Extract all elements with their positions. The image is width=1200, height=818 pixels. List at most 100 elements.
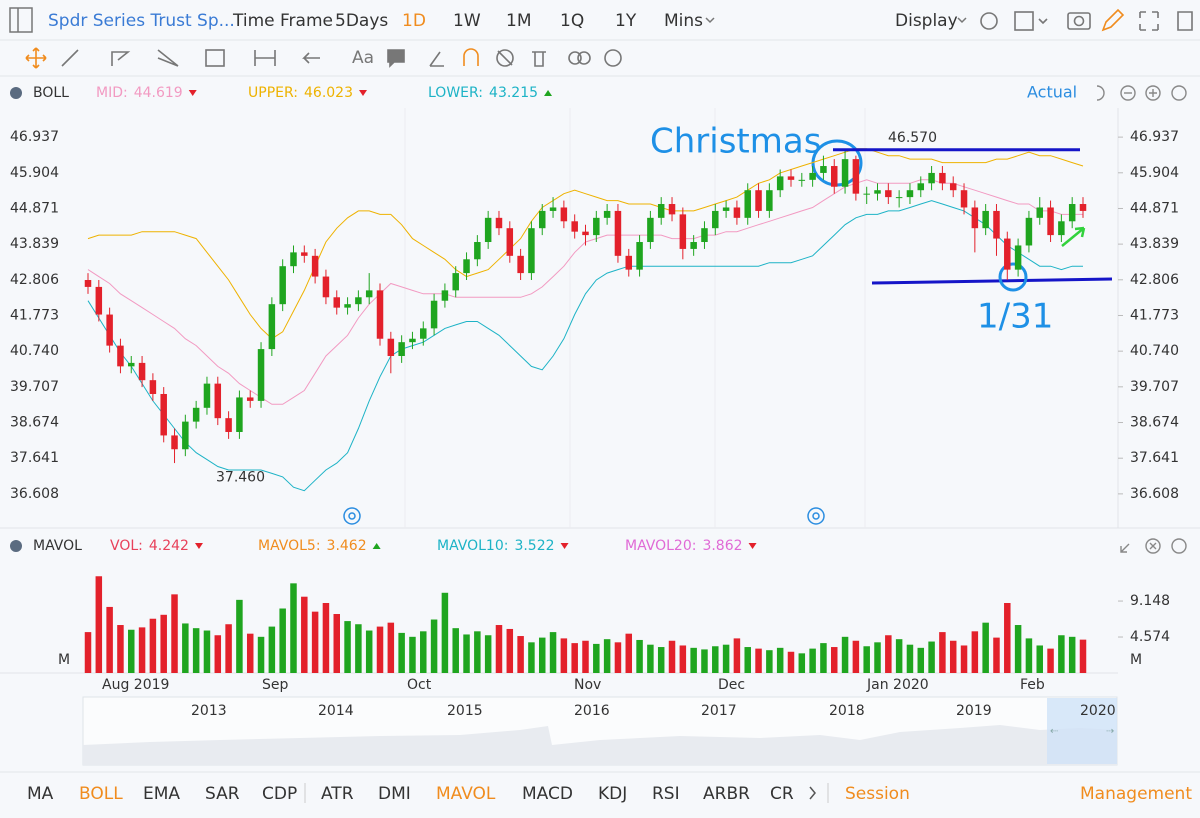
indicator-tab[interactable]: RSI	[652, 784, 680, 804]
angle-tool[interactable]	[429, 51, 444, 67]
text-tool[interactable]: Aa	[352, 48, 374, 68]
settings[interactable]	[1171, 85, 1187, 101]
side-icon[interactable]	[1177, 11, 1193, 31]
y-tick-label: 39.707	[10, 379, 59, 395]
chevron	[957, 17, 967, 24]
event-marker[interactable]	[807, 507, 825, 525]
period-button[interactable]: Mins	[664, 11, 703, 31]
fullscreen-icon[interactable]	[1139, 11, 1159, 31]
candle-body	[214, 383, 222, 419]
move-tool[interactable]	[25, 47, 47, 69]
volume-bar	[928, 641, 935, 673]
volume-bar	[420, 631, 427, 673]
band-line	[87, 200, 1083, 492]
y-tick-label: 9.148	[1130, 593, 1170, 609]
management-tab[interactable]: Management	[1080, 784, 1192, 804]
symbol[interactable]: Spdr Series Trust Sp...	[48, 11, 235, 31]
arrow-tool[interactable]	[302, 52, 320, 64]
x-tick-label: Aug 2019	[102, 677, 169, 693]
settings-tool[interactable]	[604, 49, 622, 67]
volume-bar	[322, 603, 330, 673]
candle-body	[582, 231, 589, 236]
note-tool[interactable]	[387, 49, 405, 68]
zoom-in[interactable]	[1145, 85, 1161, 101]
candle-body	[268, 304, 276, 350]
panel-icon[interactable]	[9, 7, 33, 33]
indicator-tab[interactable]: CR	[770, 784, 794, 804]
navigator-handle[interactable]: ⇠	[1050, 726, 1059, 737]
event-marker[interactable]	[343, 507, 361, 525]
volume-bar	[279, 608, 286, 673]
candle-body	[171, 435, 178, 450]
camera-icon[interactable]	[1067, 12, 1091, 30]
indicator-tab[interactable]: EMA	[143, 784, 180, 804]
candle-body	[1036, 207, 1043, 218]
volume-bar	[733, 638, 741, 673]
actual-button[interactable]: Actual	[1027, 83, 1077, 102]
indicator-tab[interactable]: MAVOL	[436, 784, 496, 804]
path-tool[interactable]	[111, 51, 131, 66]
settings-icon[interactable]	[980, 12, 998, 30]
undo-icon[interactable]	[1096, 85, 1105, 101]
hide-tool[interactable]	[496, 49, 514, 67]
fib-tool[interactable]	[205, 49, 225, 67]
link-b	[577, 51, 591, 65]
period-button[interactable]: 1D	[402, 11, 426, 31]
chevron	[705, 17, 715, 24]
indicator-tab[interactable]: ARBR	[703, 784, 750, 804]
more-tabs[interactable]	[809, 786, 816, 800]
period-button[interactable]: 1Y	[615, 11, 637, 31]
measure-tool[interactable]	[254, 50, 276, 66]
candle-body	[949, 183, 957, 191]
candle-body	[960, 190, 968, 208]
fan-tool[interactable]	[157, 49, 179, 67]
period-button[interactable]: 5Days	[335, 11, 388, 31]
period-button[interactable]: 1Q	[560, 11, 584, 31]
panel-icons	[1096, 85, 1187, 554]
candle-body	[614, 210, 622, 256]
y-tick-label: 39.707	[1130, 379, 1179, 395]
volume-bar	[657, 647, 665, 673]
magnet-tool[interactable]	[463, 48, 479, 66]
indicator-tab[interactable]: CDP	[262, 784, 297, 804]
band-line	[87, 148, 1084, 340]
volume-bar	[593, 643, 600, 673]
legend-label: MAVOL10:	[437, 538, 508, 554]
indicator-tab[interactable]: BOLL	[79, 784, 123, 804]
navigator-window[interactable]	[1047, 698, 1117, 764]
link-a[interactable]	[568, 51, 582, 65]
collapse-icon[interactable]	[10, 87, 22, 99]
display-button[interactable]: Display	[895, 11, 958, 31]
period-button[interactable]: 1W	[453, 11, 481, 31]
candle-body	[1058, 221, 1065, 236]
expand-icon[interactable]	[1120, 543, 1130, 553]
line-tool[interactable]	[61, 49, 79, 67]
indicator-tab[interactable]: KDJ	[598, 784, 627, 804]
highlight-circle	[998, 262, 1028, 292]
plus	[1149, 89, 1157, 97]
candle-body	[647, 217, 654, 243]
trash-tool[interactable]	[532, 51, 546, 67]
candle-body	[766, 190, 773, 211]
layout-icon[interactable]	[1014, 11, 1034, 31]
pencil-icon[interactable]	[1101, 8, 1125, 32]
candle-body	[333, 297, 340, 308]
indicator-tab[interactable]: SAR	[205, 784, 240, 804]
close-icon[interactable]	[1145, 538, 1161, 554]
zoom-out[interactable]	[1120, 85, 1136, 101]
indicator-tab[interactable]: MA	[27, 784, 54, 804]
period-button[interactable]: 1M	[506, 11, 531, 31]
settings[interactable]	[1171, 538, 1187, 554]
navigator-handle[interactable]: ⇢	[1106, 726, 1114, 737]
event-markers	[343, 507, 825, 525]
x-tick-label: Dec	[718, 677, 745, 693]
x-tick-label: Feb	[1020, 677, 1045, 693]
indicator-tab[interactable]: DMI	[378, 784, 411, 804]
indicator-tab[interactable]: MACD	[522, 784, 573, 804]
session-tab[interactable]: Session	[845, 784, 910, 804]
volume-bar	[603, 639, 611, 673]
volume-bar	[1014, 625, 1022, 673]
collapse-icon[interactable]	[10, 540, 22, 552]
indicator-tab[interactable]: ATR	[321, 784, 354, 804]
volume-bar	[647, 644, 654, 673]
